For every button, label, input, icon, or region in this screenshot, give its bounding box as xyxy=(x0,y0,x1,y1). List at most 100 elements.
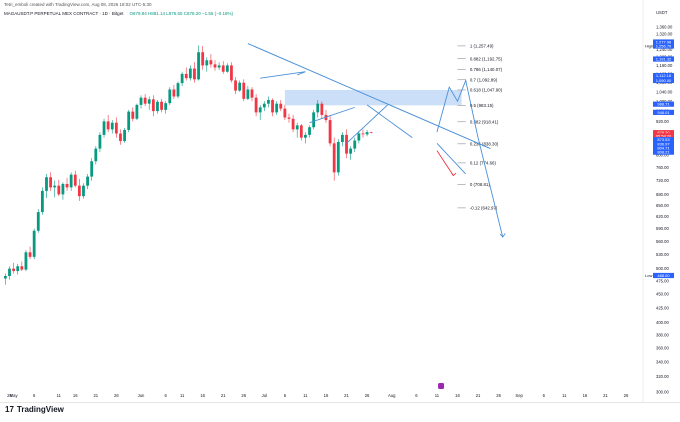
price-tick-label: 425.00 xyxy=(656,305,669,310)
fibonacci-retracement: 1 (1,257.49) 0.882 (1,192.75) 0.786 (1,140… xyxy=(457,44,503,211)
candle-body xyxy=(205,60,209,66)
price-tag-label: 1,090.00 xyxy=(656,78,672,83)
time-tick-label: 11 xyxy=(562,393,567,398)
price-tick-label: 920.00 xyxy=(656,119,669,124)
price-tick-label: 760.00 xyxy=(656,165,669,170)
candle-body xyxy=(77,185,81,197)
price-tag-bg xyxy=(653,77,674,84)
fib-level-label: 0 (708.81) xyxy=(470,182,491,187)
price-tag-bg xyxy=(653,130,674,136)
candle-body xyxy=(45,177,48,191)
candle-body xyxy=(176,83,180,97)
candle-body xyxy=(369,132,373,133)
created-with-text: Tetri_emboli created with TradingView.co… xyxy=(4,2,152,7)
candle-body xyxy=(172,89,176,97)
candle-body xyxy=(123,129,126,142)
candle-body xyxy=(312,112,316,128)
price-tag-label: 804.71 xyxy=(657,146,670,151)
candle-body xyxy=(119,133,122,142)
time-tick-label: 6 xyxy=(33,393,36,398)
fib-level-label: 0.12 (774.66) xyxy=(470,161,497,166)
candle-body xyxy=(299,125,303,138)
fib-level-label: 0.882 (1,192.75) xyxy=(470,56,503,61)
time-tick-label: Sep xyxy=(515,393,523,398)
time-tick-label: 11 xyxy=(180,393,185,398)
time-tick-label: 21 xyxy=(93,393,98,398)
time-tick-label: 16 xyxy=(73,393,78,398)
time-tick-label: 6 xyxy=(165,393,168,398)
price-tag-label: 873.53 xyxy=(657,137,670,142)
candle-body xyxy=(156,101,159,112)
candle-body xyxy=(328,120,332,144)
time-tick-label: 21 xyxy=(344,393,349,398)
price-tick-label: 1,040.00 xyxy=(656,89,673,94)
price-tag-label: 1,112.18 xyxy=(656,73,672,78)
price-tick-label: 1,240.00 xyxy=(656,47,673,52)
candle-body xyxy=(295,125,299,130)
candle-body xyxy=(197,52,200,80)
candle-body xyxy=(217,65,221,68)
candle-body xyxy=(188,68,192,79)
price-tag-label: 05:58:20 xyxy=(656,133,672,138)
tradingview-logo-icon: 17 xyxy=(5,405,14,414)
time-tick-label: 26 xyxy=(241,393,246,398)
price-tick-label: 720.00 xyxy=(656,178,669,183)
flag-top-line xyxy=(260,71,306,79)
candle-body xyxy=(82,185,85,197)
price-tick-label: 650.00 xyxy=(656,203,669,208)
time-tick-label: 21 xyxy=(221,393,226,398)
descending-trendline xyxy=(247,43,491,150)
time-tick-label: 6 xyxy=(543,393,546,398)
time-tick-label: 28 xyxy=(7,393,12,398)
price-tick-label: 380.00 xyxy=(656,332,669,337)
tradingview-logo[interactable]: 17 TradingView xyxy=(5,405,64,414)
candle-body xyxy=(160,101,163,110)
price-tick-label: 340.00 xyxy=(656,359,669,364)
candle-body xyxy=(102,121,106,135)
candle-body xyxy=(65,183,69,188)
candle-body xyxy=(3,275,7,279)
time-tick-label: 26 xyxy=(114,393,119,398)
symbol-name[interactable]: MAGAUSDT.P PERPETUAL MEX CONTRACT · 1D ·… xyxy=(4,11,124,16)
footer-bar xyxy=(0,402,680,422)
projection-arrowhead xyxy=(499,233,506,238)
candle-body xyxy=(304,134,307,138)
price-chart[interactable]: 1 (1,257.49) 0.882 (1,192.75) 0.786 (1,140… xyxy=(0,0,680,402)
price-tag-label: 988.71 xyxy=(657,102,670,107)
candle-body xyxy=(49,177,52,188)
event-icon xyxy=(438,383,445,389)
candle-body xyxy=(221,65,225,72)
price-tag-bg xyxy=(653,73,674,79)
price-axis-unit: USDT xyxy=(656,10,668,15)
fib-level-label: 0.382 (918.41) xyxy=(470,119,499,124)
candle-body xyxy=(61,183,65,195)
price-tick-label: 530.00 xyxy=(656,252,669,257)
candle-body xyxy=(291,118,295,130)
price-tag-bg xyxy=(653,145,674,151)
price-tag-bg xyxy=(653,43,674,49)
candle-body xyxy=(320,103,324,115)
candle-body xyxy=(250,89,254,98)
price-tag-label: 836.97 xyxy=(657,141,670,146)
fib-level-label: 0.5 (983.15) xyxy=(470,103,494,108)
price-tick-label: 320.00 xyxy=(656,374,669,379)
fib-level-label: 0.618 (1,047.90) xyxy=(470,88,503,93)
bearish-arrowhead xyxy=(451,172,457,177)
candle-body xyxy=(40,190,44,213)
time-tick-label: 16 xyxy=(583,393,588,398)
price-tag-label: 488.00 xyxy=(657,273,670,278)
price-tag-label: 1,191.32 xyxy=(656,57,672,62)
time-tick-label: 11 xyxy=(57,393,62,398)
candle-body xyxy=(180,73,184,84)
candle-body xyxy=(336,141,340,173)
fib-level-label: -0.12 (642.97) xyxy=(470,206,498,211)
price-tick-label: 590.00 xyxy=(656,226,669,231)
candle-body xyxy=(201,52,205,66)
candle-body xyxy=(258,107,262,113)
price-tick-label: 620.00 xyxy=(656,214,669,219)
price-tick-label: 1,320.00 xyxy=(656,32,673,37)
price-tick-label: 475.00 xyxy=(656,279,669,284)
time-tick-label: 26 xyxy=(496,393,501,398)
candle-body xyxy=(193,68,196,80)
